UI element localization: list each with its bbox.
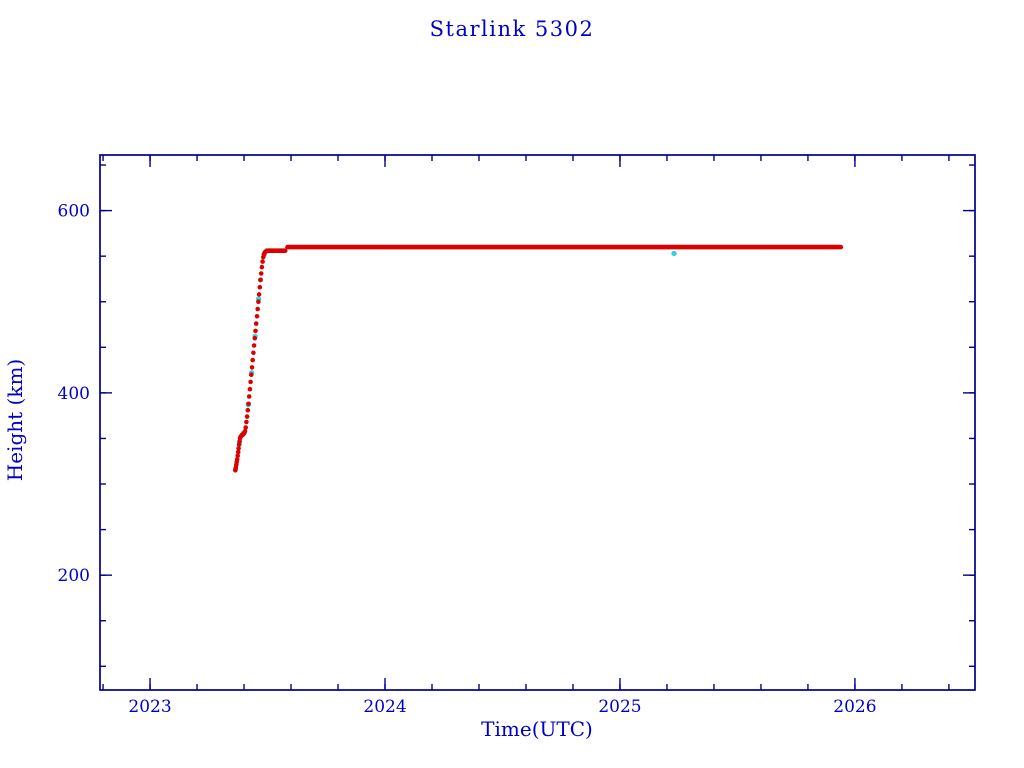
- y-tick-label: 600: [58, 202, 90, 222]
- data-point: [235, 453, 240, 459]
- data-point: [249, 365, 255, 370]
- data-point: [236, 442, 242, 448]
- data-point: [236, 446, 241, 451]
- data-point: [251, 350, 256, 356]
- axis-ticks: [100, 155, 975, 690]
- data-point: [253, 321, 259, 326]
- data-point: [259, 264, 265, 270]
- data-point: [671, 250, 677, 257]
- data-point: [235, 449, 241, 455]
- data-point: [256, 299, 261, 305]
- data-point: [251, 343, 257, 348]
- data-point: [257, 284, 263, 290]
- x-axis-label: Time(UTC): [481, 717, 593, 741]
- data-point: [255, 306, 260, 312]
- data-point: [246, 394, 252, 399]
- data-point: [258, 277, 263, 283]
- data-point: [253, 328, 258, 334]
- data-point: [250, 357, 255, 363]
- chart-title: Starlink 5302: [430, 17, 595, 41]
- data-point: [249, 372, 254, 378]
- data-point: [234, 457, 240, 462]
- data-point: [254, 314, 260, 319]
- x-tick-label: 2026: [833, 697, 876, 717]
- x-tick-label: 2023: [128, 697, 171, 717]
- red-data-series: [233, 244, 844, 473]
- data-point: [247, 386, 253, 392]
- x-tick-label: 2024: [363, 697, 406, 717]
- data-point: [252, 335, 258, 341]
- x-tick-label: 2025: [598, 697, 641, 717]
- cyan-data-series: [232, 250, 677, 473]
- plot-frame: [99, 154, 976, 691]
- data-point: [243, 425, 248, 430]
- y-axis-label: Height (km): [3, 359, 27, 481]
- data-point: [244, 419, 249, 425]
- data-point: [256, 292, 262, 297]
- y-tick-label: 200: [58, 566, 90, 586]
- data-point: [258, 271, 264, 276]
- data-point: [246, 401, 251, 407]
- data-point: [242, 428, 248, 434]
- data-point: [260, 259, 265, 264]
- y-tick-label: 400: [58, 384, 90, 404]
- axis-tick-labels: 2023 2024 2025 2026 200 400 600: [58, 202, 877, 717]
- data-point: [244, 414, 250, 419]
- data-point: [248, 379, 253, 385]
- data-point: [245, 407, 251, 413]
